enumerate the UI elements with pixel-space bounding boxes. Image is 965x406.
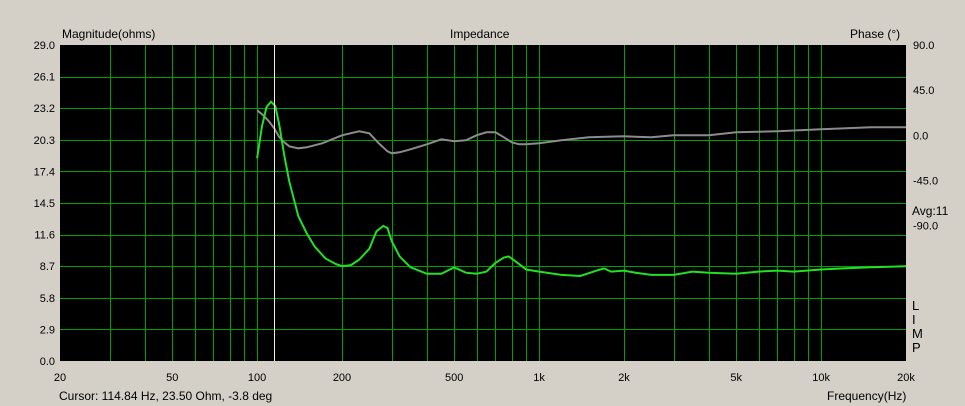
x-axis-label: Frequency(Hz)	[827, 389, 907, 403]
limp-letter-l: L	[912, 298, 920, 313]
phase-series-line	[256, 109, 906, 155]
y-axis-label: Magnitude(ohms)	[62, 27, 156, 41]
x-tick-label: 200	[333, 372, 351, 384]
y-tick-label: 14.5	[34, 198, 55, 210]
x-tick-label: 100	[248, 372, 266, 384]
x-tick-label: 1k	[533, 372, 545, 384]
avg-label: Avg:11	[912, 204, 949, 218]
y2-tick-label: -90.0	[913, 221, 938, 233]
y-tick-label: 11.6	[34, 230, 55, 242]
grid	[60, 45, 906, 361]
y2-tick-label: 90.0	[913, 40, 934, 52]
y-tick-label: 23.2	[34, 103, 55, 115]
cursor-readout: Cursor: 114.84 Hz, 23.50 Ohm, -3.8 deg	[59, 389, 273, 403]
limp-letter-p: P	[912, 340, 921, 355]
y-tick-label: 20.3	[34, 135, 55, 147]
limp-letter-m: M	[912, 326, 923, 341]
chart-title: Impedance	[450, 27, 510, 41]
x-axis-ticks: 20 50 100 200 500 1k 2k 5k 10k 20k	[54, 372, 915, 384]
y-tick-label: 2.9	[40, 324, 55, 336]
y-tick-label: 26.1	[34, 72, 55, 84]
x-tick-label: 10k	[812, 372, 830, 384]
y2-tick-label: 0.0	[913, 130, 928, 142]
magnitude-series-line	[256, 100, 907, 278]
y-tick-label: 29.0	[34, 40, 55, 52]
y-tick-label: 5.8	[40, 293, 55, 305]
x-tick-label: 5k	[730, 372, 742, 384]
x-tick-label: 20	[54, 372, 66, 384]
y2-tick-label: 45.0	[913, 85, 934, 97]
y-axis-ticks: 0.0 2.9 5.8 8.7 11.6 14.5 17.4 20.3 23.2 26.1 29.0	[34, 40, 55, 368]
y-tick-label: 17.4	[34, 166, 55, 178]
y-tick-label: 0.0	[40, 356, 55, 368]
y2-axis-ticks: 90.0 45.0 0.0 -45.0 -90.0	[913, 40, 938, 233]
x-tick-label: 20k	[897, 372, 915, 384]
x-tick-label: 50	[166, 372, 178, 384]
y2-axis-label: Phase (°)	[850, 27, 901, 41]
x-tick-label: 500	[445, 372, 463, 384]
y-tick-label: 8.7	[40, 261, 55, 273]
x-tick-label: 2k	[618, 372, 630, 384]
y2-tick-label: -45.0	[913, 175, 938, 187]
limp-letter-i: I	[912, 312, 916, 327]
